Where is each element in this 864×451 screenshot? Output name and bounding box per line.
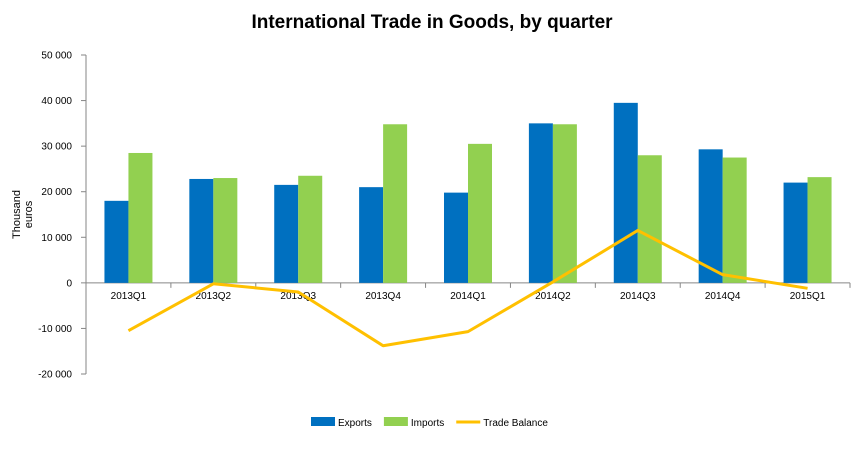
bar-exports-2014Q4 [698, 149, 723, 283]
bar-imports-2014Q3 [637, 155, 662, 283]
x-tick-label: 2013Q1 [111, 291, 147, 302]
y-tick-label: 40 000 [41, 96, 72, 107]
x-tick-label: 2013Q2 [196, 291, 232, 302]
y-axis-title-line: euros [23, 200, 35, 228]
bar-exports-2013Q1 [104, 200, 129, 283]
bar-imports-2014Q2 [552, 124, 577, 283]
legend-label-trade-balance: Trade Balance [483, 418, 548, 429]
y-axis-title: Thousandeuros [11, 190, 35, 239]
bar-imports-2014Q4 [722, 157, 747, 283]
y-axis-title-line: Thousand [11, 190, 23, 239]
bar-exports-2014Q1 [444, 192, 468, 283]
y-tick-label: 10 000 [41, 233, 72, 244]
bar-imports-2013Q1 [128, 152, 153, 283]
bar-exports-2013Q2 [189, 178, 214, 283]
bars [104, 102, 832, 283]
y-tick-label: -20 000 [38, 370, 72, 381]
legend-swatch-imports [383, 417, 408, 426]
bar-exports-2013Q3 [274, 184, 299, 283]
bar-imports-2013Q4 [383, 124, 408, 283]
bar-imports-2013Q2 [213, 178, 238, 283]
y-tick-label: 30 000 [41, 142, 72, 153]
x-tick-label: 2014Q1 [450, 291, 486, 302]
bar-imports-2014Q1 [468, 143, 492, 283]
bar-exports-2014Q2 [528, 123, 553, 283]
x-tick-label: 2014Q2 [535, 291, 571, 302]
x-tick-label: 2013Q3 [280, 291, 316, 302]
bar-imports-2015Q1 [807, 177, 832, 283]
chart-title: International Trade in Goods, by quarter [251, 12, 613, 33]
bar-exports-2013Q4 [359, 187, 384, 283]
bar-exports-2015Q1 [783, 182, 808, 283]
x-tick-labels: 2013Q1 2013Q2 2013Q3 2013Q4 2014Q1 2014Q2 2014… [111, 291, 826, 302]
legend-label-exports: Exports [338, 418, 372, 429]
y-tick-label: 50 000 [41, 51, 72, 62]
legend-label-imports: Imports [411, 418, 444, 429]
y-tick-label: 0 [66, 278, 72, 289]
legend: Exports Imports Trade Balance [311, 417, 548, 429]
legend-swatch-exports [311, 417, 335, 426]
bar-exports-2014Q3 [613, 102, 638, 283]
bar-imports-2013Q3 [298, 175, 323, 283]
x-tick-label: 2013Q4 [365, 291, 401, 302]
x-tick-label: 2015Q1 [790, 291, 826, 302]
y-tick-label: -10 000 [38, 324, 72, 335]
trade-balance-line-group [127, 228, 808, 348]
x-tick-label: 2014Q4 [705, 291, 741, 302]
y-tick-label: 20 000 [41, 187, 72, 198]
x-tick-label: 2014Q3 [620, 291, 656, 302]
